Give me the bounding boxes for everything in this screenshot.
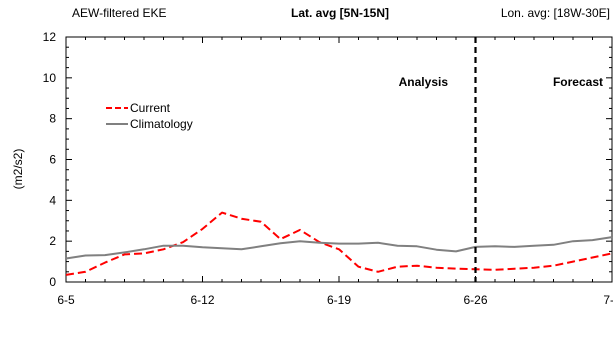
y-tick-label: 6 (49, 153, 56, 167)
header-left-label: AEW-filtered EKE (72, 6, 166, 20)
analysis-region-label: Analysis (399, 75, 449, 89)
legend: Current Climatology (106, 101, 193, 131)
x-tick-label: 6-19 (327, 293, 351, 307)
header-center-label: Lat. avg [5N-15N] (291, 6, 389, 20)
y-tick-label: 8 (49, 112, 56, 126)
forecast-region-label: Forecast (553, 75, 603, 89)
series-line-climatology (65, 236, 613, 260)
x-tick-label: 6-5 (57, 293, 75, 307)
x-tick-label: 6-12 (190, 293, 214, 307)
y-tick-label: 4 (49, 193, 56, 207)
header-right-label: Lon. avg: [18W-30E] (501, 6, 610, 20)
series-line-current (65, 211, 613, 276)
legend-climatology-label: Climatology (130, 117, 193, 131)
x-tick-label: 6-26 (463, 293, 487, 307)
data-series (65, 211, 613, 276)
axis-tick-labels: 0 2 4 6 8 10 12 6-5 6-12 6-19 6-26 7-3 (43, 30, 613, 307)
y-tick-label: 10 (43, 71, 57, 85)
legend-current-label: Current (130, 101, 171, 115)
y-tick-label: 2 (49, 234, 56, 248)
x-tick-label: 7-3 (603, 293, 613, 307)
y-axis-label: (m2/s2) (11, 149, 25, 190)
y-tick-label: 12 (43, 30, 57, 44)
y-tick-label: 0 (49, 275, 56, 289)
